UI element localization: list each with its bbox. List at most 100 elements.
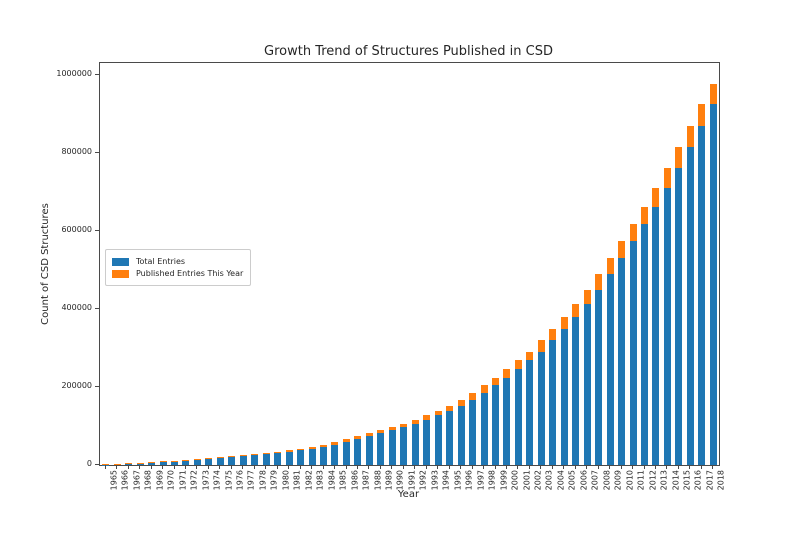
x-tick-label-2010: 2010 [625, 470, 635, 491]
bar-total-2017 [698, 126, 706, 465]
x-tick-label-1967: 1967 [132, 470, 142, 491]
x-tick-label-2011: 2011 [636, 470, 646, 491]
x-tick-label-1974: 1974 [212, 470, 222, 491]
x-tick-label-1999: 1999 [499, 470, 508, 491]
y-axis-label: Count of CSD Structures [40, 203, 51, 325]
bar-published-1984 [320, 444, 328, 447]
x-tick-label-1989: 1989 [384, 470, 394, 491]
x-tick-mark [448, 465, 450, 469]
x-tick-label-1987: 1987 [361, 470, 371, 491]
x-tick-mark [700, 465, 702, 469]
y-tick-mark [95, 464, 99, 465]
bar-published-2018 [709, 84, 717, 105]
x-tick-mark [414, 465, 416, 469]
x-tick-label-2007: 2007 [590, 470, 600, 491]
bar-total-2008 [595, 289, 603, 465]
x-tick-mark [334, 465, 335, 469]
bar-published-1969 [148, 462, 156, 463]
x-tick-label-2012: 2012 [648, 470, 657, 491]
x-tick-label-1986: 1986 [350, 470, 359, 491]
bar-published-1997 [469, 393, 477, 401]
x-tick-label-2004: 2004 [556, 470, 566, 491]
x-tick-label-1988: 1988 [372, 470, 382, 491]
bar-published-1988 [365, 433, 373, 437]
bar-total-1972 [182, 460, 190, 465]
bar-total-1979 [262, 454, 270, 465]
bar-published-1973 [193, 458, 201, 460]
y-tick-label: 0 [86, 459, 92, 468]
x-tick-mark [185, 465, 186, 469]
x-tick-label-1971: 1971 [178, 470, 187, 491]
x-tick-label-1972: 1972 [189, 470, 199, 491]
bar-published-2015 [675, 147, 683, 168]
x-tick-mark [460, 465, 462, 469]
y-tick-mark [95, 74, 99, 75]
x-tick-mark [483, 465, 484, 469]
bar-total-1997 [469, 400, 477, 465]
bar-published-1989 [377, 430, 385, 434]
x-tick-label-2008: 2008 [602, 470, 612, 491]
bar-total-1986 [342, 442, 350, 465]
x-tick-mark [379, 465, 381, 469]
bar-published-1990 [388, 427, 396, 431]
x-tick-mark [162, 465, 163, 469]
bar-total-1991 [400, 427, 408, 465]
bar-published-1974 [205, 458, 213, 459]
x-tick-mark [597, 465, 599, 469]
x-tick-mark [230, 465, 232, 469]
x-tick-mark [689, 465, 691, 469]
x-tick-label-1998: 1998 [487, 470, 497, 491]
bar-total-2002 [526, 360, 534, 465]
bar-published-1991 [400, 423, 408, 428]
x-tick-label-2017: 2017 [705, 470, 715, 491]
x-tick-label-2014: 2014 [670, 470, 680, 491]
x-tick-mark [253, 465, 255, 469]
bar-total-1975 [216, 458, 224, 465]
x-tick-mark [643, 465, 645, 469]
x-tick-label-1984: 1984 [327, 470, 336, 491]
x-tick-mark [666, 465, 668, 469]
bar-total-1989 [377, 433, 385, 465]
x-tick-label-2000: 2000 [510, 470, 520, 491]
bar-total-2018 [709, 104, 717, 465]
x-tick-label-1981: 1981 [292, 470, 302, 491]
bar-total-1998 [480, 393, 488, 465]
x-tick-label-1985: 1985 [338, 470, 348, 491]
bar-published-1993 [423, 415, 431, 420]
bar-published-1986 [342, 439, 350, 442]
x-tick-label-1982: 1982 [304, 470, 314, 491]
bar-total-2015 [675, 167, 683, 465]
bar-published-1968 [136, 462, 144, 464]
bar-total-2010 [618, 257, 626, 465]
bar-published-1967 [125, 463, 133, 464]
x-tick-mark [116, 465, 118, 469]
bar-published-1983 [308, 446, 316, 449]
y-tick-mark [95, 386, 99, 387]
x-tick-label-1993: 1993 [430, 470, 440, 491]
x-tick-mark [494, 465, 496, 469]
bar-total-1971 [171, 461, 178, 465]
bar-total-2014 [663, 187, 671, 465]
bar-published-1980 [274, 451, 282, 454]
bar-published-1981 [285, 450, 293, 452]
bar-published-2012 [640, 206, 648, 224]
x-tick-label-1975: 1975 [223, 470, 233, 491]
x-tick-mark [356, 465, 358, 469]
bar-published-2002 [526, 351, 534, 361]
bar-published-2000 [503, 369, 511, 378]
y-tick-label: 600000 [61, 225, 92, 234]
y-tick-label: 400000 [61, 303, 92, 312]
y-tick-label: 800000 [61, 147, 92, 156]
bar-total-1980 [274, 453, 282, 465]
bar-published-2013 [652, 187, 660, 207]
legend-label-published-this-year: Published Entries This Year [136, 269, 244, 278]
x-tick-mark [712, 465, 714, 469]
x-tick-mark [574, 465, 576, 469]
x-tick-mark [139, 465, 141, 469]
x-tick-mark [551, 465, 553, 469]
x-tick-label-2016: 2016 [693, 470, 703, 491]
x-tick-label-1979: 1979 [269, 470, 279, 491]
y-tick-label: 1000000 [56, 69, 92, 78]
bar-total-1966 [113, 464, 121, 465]
